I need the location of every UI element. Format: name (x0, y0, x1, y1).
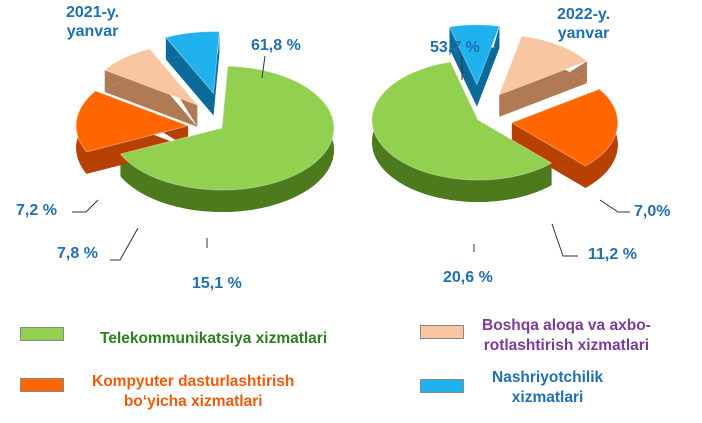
pie-2022-slice-other (498, 35, 588, 96)
right-title-year: 2022-y. (557, 6, 611, 23)
legend-swatch-other (420, 325, 464, 339)
legend-label-other: Boshqa aloqa va axbo- rotlashtirish xizm… (482, 316, 651, 356)
leader-line-2021-other (110, 227, 139, 261)
left-title-year: 2021-y. (66, 4, 120, 21)
data-label-2021-telecom: 61,8 % (251, 37, 301, 54)
data-label-2022-other: 11,2 % (588, 246, 637, 263)
right-title-month: yanvar (557, 25, 610, 42)
data-label-2021-publishing: 7,2 % (16, 202, 57, 219)
legend-swatch-software (20, 378, 64, 392)
legend-item-publishing: Nashriyotchilik xizmatlari (420, 369, 603, 408)
pie-2022 (371, 24, 619, 202)
leader-line-2022-other (551, 223, 578, 257)
data-label-2021-other: 7,8 % (57, 245, 98, 262)
leader-line-2022-publishing (599, 199, 630, 213)
legend-label-publishing-line1: Nashriyotchilik (492, 369, 604, 386)
leader-line-2021-publishing (72, 199, 99, 213)
left-title-month: yanvar (66, 23, 119, 40)
legend-label-publishing-line2: xizmatlari (511, 389, 584, 406)
leader-lines (72, 55, 630, 261)
pie-2021-slice-publishing (164, 30, 220, 95)
legend-label-software: Kompyuter dasturlashtirish bo‘yicha xizm… (92, 372, 294, 412)
legend-item-other: Boshqa aloqa va axbo- rotlashtirish xizm… (420, 317, 651, 356)
data-label-2022-telecom: 53,7 % (430, 39, 480, 56)
pie-2021 (75, 30, 335, 213)
legend-label-software-line1: Kompyuter dasturlashtirish (92, 373, 295, 390)
pie-2021-slice-software (75, 90, 190, 153)
legend-swatch-telecom (20, 327, 64, 341)
legend-swatch-publishing (420, 379, 464, 393)
legend-item-software: Kompyuter dasturlashtirish bo‘yicha xizm… (20, 372, 294, 412)
pie-2022-slice-publishing (448, 24, 501, 87)
pie-2022-slice-telecom (371, 61, 553, 181)
pie-2021-slice-telecom (119, 65, 335, 191)
leader-line-2021-telecom (261, 55, 266, 79)
pie-2021-slice-other (103, 48, 199, 107)
legend-item-telecom: Telekommunikatsiya xizmatlari (20, 324, 327, 349)
data-label-2022-software: 20,6 % (443, 269, 493, 286)
pie-charts-svg (72, 24, 630, 261)
legend-label-other-line1: Boshqa aloqa va axbo- (482, 317, 651, 334)
left-chart-title: 2021-y. yanvar (66, 3, 119, 41)
right-chart-title: 2022-y. yanvar (557, 5, 610, 43)
legend-label-software-line2: bo‘yicha xizmatlari (123, 393, 263, 410)
data-label-2021-software: 15,1 % (192, 275, 242, 292)
pie-2021-slice-other-base (104, 70, 198, 127)
legend-label-other-line2: rotlashtirish xizmatlari (483, 337, 650, 354)
legend-label-telecom: Telekommunikatsiya xizmatlari (100, 330, 328, 347)
legend-label-publishing: Nashriyotchilik xizmatlari (492, 368, 603, 408)
pie-2022-slice-software (510, 88, 619, 167)
data-label-2022-publishing: 7,0% (634, 203, 671, 220)
